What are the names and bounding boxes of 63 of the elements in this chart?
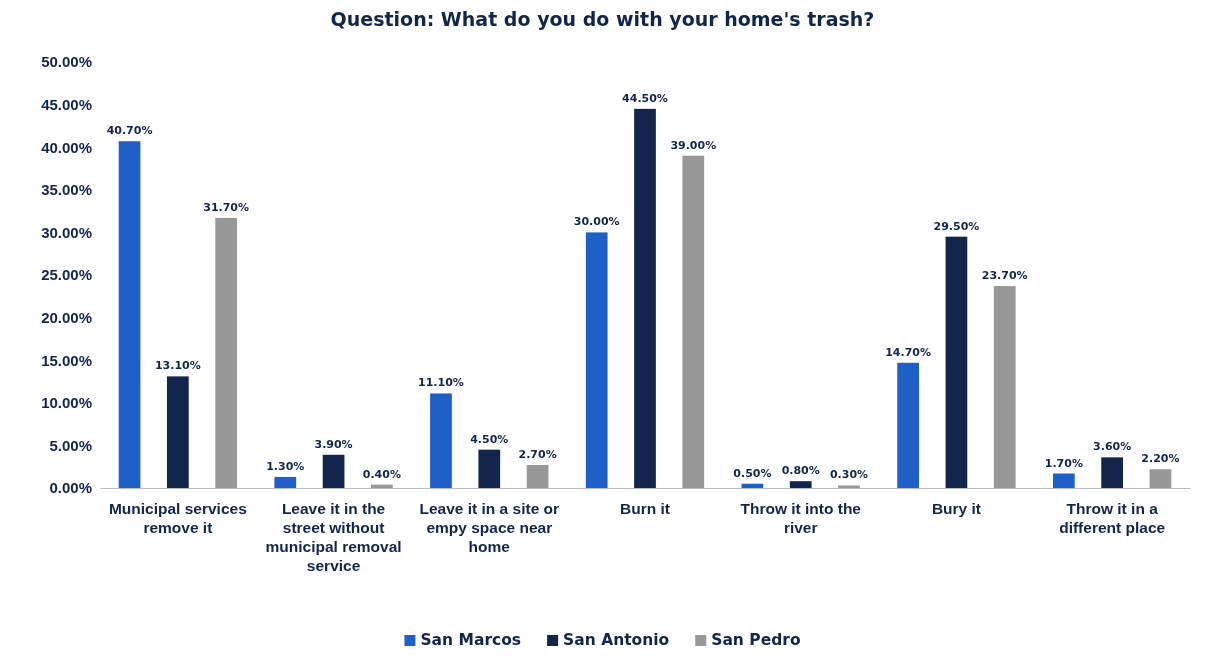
- y-tick-label: 5.00%: [49, 436, 92, 454]
- data-label: 44.50%: [622, 91, 668, 105]
- bar: [166, 376, 189, 488]
- legend-label: San Pedro: [711, 631, 801, 649]
- x-tick-label: Bury it: [931, 500, 981, 517]
- bar: [526, 465, 549, 488]
- data-label: 4.50%: [470, 432, 509, 446]
- bar: [1149, 469, 1172, 488]
- y-tick-label: 30.00%: [41, 223, 92, 241]
- x-tick-label: Municipal services remove it: [108, 500, 247, 536]
- bar: [993, 286, 1016, 488]
- x-tick-label: Burn it: [620, 500, 670, 517]
- y-tick-label: 25.00%: [41, 266, 92, 284]
- data-label: 3.60%: [1093, 440, 1132, 454]
- y-tick-label: 35.00%: [41, 181, 92, 199]
- data-label: 2.20%: [1141, 452, 1180, 466]
- y-tick-label: 40.00%: [41, 138, 92, 156]
- bar: [789, 481, 812, 488]
- data-label: 39.00%: [670, 138, 717, 152]
- bar: [1052, 473, 1075, 488]
- chart-title: Question: What do you do with your home's trash?: [330, 8, 875, 30]
- bar: [682, 155, 705, 488]
- bar: [1101, 457, 1124, 488]
- data-label: 0.40%: [362, 467, 401, 481]
- data-label: 30.00%: [573, 215, 620, 229]
- bar: [430, 393, 452, 488]
- y-tick-label: 50.00%: [41, 53, 92, 71]
- data-label: 40.70%: [106, 124, 153, 138]
- data-label: 2.70%: [518, 448, 557, 461]
- y-tick-label: 10.00%: [41, 394, 92, 412]
- data-label: 14.70%: [885, 345, 932, 359]
- bar: [897, 362, 919, 488]
- data-label: 0.50%: [733, 466, 772, 480]
- legend-label: San Antonio: [563, 631, 670, 649]
- bar: [215, 217, 238, 488]
- y-tick-label: 20.00%: [41, 308, 92, 326]
- bar: [118, 141, 141, 488]
- y-tick-label: 15.00%: [41, 351, 92, 369]
- x-tick-label: Leave it in a site or empy space near home: [419, 500, 560, 555]
- bar: [478, 449, 501, 488]
- bar: [634, 108, 656, 488]
- data-label: 23.70%: [981, 269, 1028, 283]
- y-tick-label: 0.00%: [49, 479, 92, 497]
- legend-label: San Marcos: [420, 631, 522, 649]
- data-label: 1.70%: [1044, 456, 1083, 470]
- data-label: 0.80%: [781, 464, 820, 478]
- data-label: 29.50%: [933, 219, 980, 233]
- x-tick-label: Throw it in a different place: [1059, 500, 1166, 536]
- bar: [945, 236, 968, 488]
- x-tick-label: Throw it into the river: [740, 500, 862, 536]
- data-label: 11.10%: [418, 376, 464, 390]
- bar: [741, 483, 764, 488]
- data-label: 0.30%: [829, 468, 869, 482]
- data-label: 31.70%: [203, 200, 250, 214]
- bar: [322, 454, 345, 488]
- data-label: 13.10%: [154, 359, 201, 373]
- bar: [274, 476, 297, 488]
- bar: [585, 232, 608, 488]
- data-label: 1.30%: [266, 459, 305, 473]
- data-label: 3.90%: [314, 437, 353, 451]
- y-tick-label: 45.00%: [41, 95, 92, 113]
- x-tick-label: Leave it in the street without municipal removal service: [265, 500, 402, 574]
- bar: [838, 485, 860, 488]
